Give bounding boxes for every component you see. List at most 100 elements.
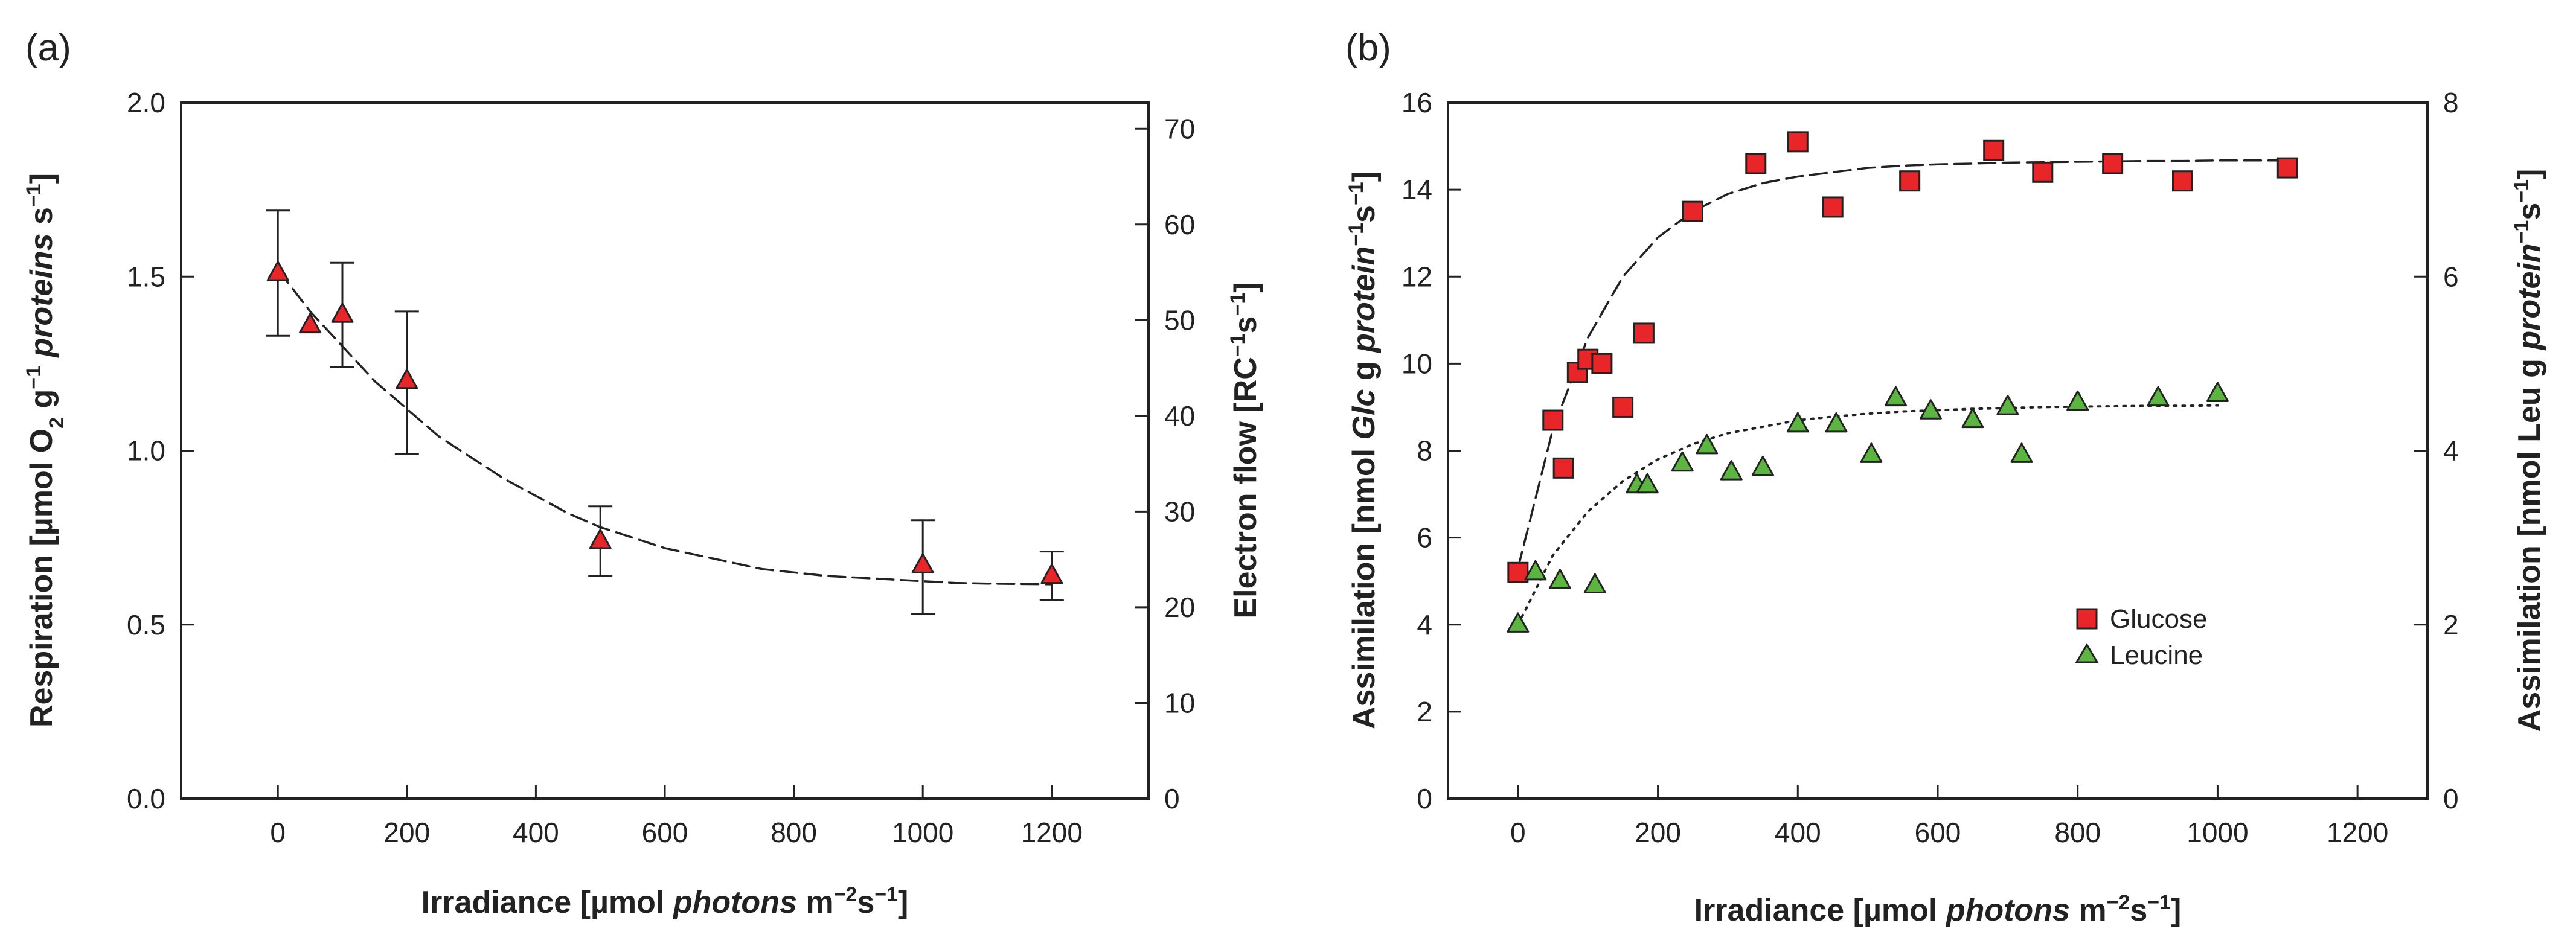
glucose-point	[1682, 200, 1703, 222]
x-tick-label: 0	[1510, 817, 1526, 848]
y-tick-label: 12	[1402, 261, 1432, 292]
y2-tick-label: 2	[2443, 609, 2459, 641]
glucose-point	[1542, 409, 1564, 431]
leucine-point	[2010, 442, 2033, 463]
panel-b: (b) 0 200 400 600 800 1000 1200 0 2 4 6 8 10 12 14 16 0 2…	[1345, 27, 2547, 928]
leucine-point	[1696, 433, 1719, 455]
x-tick-label: 800	[771, 817, 817, 848]
y-tick-label: 0.0	[127, 783, 165, 814]
glucose-fit-line	[1517, 159, 2289, 569]
y2-tick-label: 40	[1164, 400, 1195, 432]
panel-b-y-axis-label: Assimilation [nmol Glc g protein−1s−1]	[1345, 171, 1382, 729]
respiration-point	[589, 528, 612, 549]
y2-tick-label: 0	[2443, 783, 2459, 814]
leucine-point	[1825, 412, 1848, 433]
leucine-point	[1671, 451, 1694, 472]
respiration-point	[266, 261, 289, 281]
glucose-point	[1983, 139, 2005, 161]
panel-b-ticks: 0 200 400 600 800 1000 1200 0 2 4 6 8 10 12 14 16 0 2 4 6 8	[1402, 87, 2459, 848]
y-tick-label: 16	[1402, 87, 1432, 118]
panel-a: (a) 0 200 400 600 800 1000 12000.00.51.01.52.0…	[22, 27, 1263, 920]
leucine-point	[1720, 460, 1743, 481]
legend-glucose-label: Glucose	[2110, 604, 2207, 634]
panel-a-data-points	[266, 209, 1064, 615]
panel-b-fit-curves	[1516, 159, 2289, 626]
respiration-fit-line	[277, 268, 1053, 586]
panel-a-fit-curve	[277, 268, 1053, 586]
leucine-fit-line	[1516, 404, 2219, 626]
leucine-point	[1996, 394, 2019, 415]
glucose-point	[1745, 153, 1767, 174]
leucine-point	[1919, 399, 1942, 420]
respiration-point	[1040, 563, 1063, 584]
panel-a-plot-frame	[180, 101, 1150, 800]
x-tick-label: 400	[513, 817, 559, 848]
x-tick-label: 600	[1915, 817, 1961, 848]
respiration-point	[396, 368, 418, 389]
panel-a-y2-axis-label: Electron flow [RC−1s−1]	[1226, 282, 1263, 618]
legend-leucine-marker	[2075, 643, 2099, 663]
glucose-point	[1591, 353, 1613, 374]
leucine-point	[1860, 442, 1883, 463]
panel-b-label: (b)	[1345, 27, 1391, 69]
x-tick-label: 1000	[892, 817, 953, 848]
y-tick-label: 6	[1417, 522, 1432, 554]
y-tick-label: 4	[1417, 609, 1432, 641]
y-tick-label: 1.5	[127, 261, 165, 292]
x-tick-label: 1200	[2327, 817, 2388, 848]
x-tick-label: 200	[1635, 817, 1681, 848]
panel-a-y-axis-label: Respiration [µmol O2 g−1 proteins s−1]	[22, 173, 68, 727]
y-tick-label: 1.0	[127, 435, 165, 467]
glucose-point	[1787, 131, 1809, 153]
glucose-point	[1612, 396, 1634, 418]
leucine-point	[1786, 412, 1809, 433]
leucine-point	[2147, 386, 2170, 407]
respiration-point	[331, 302, 354, 323]
panel-b-legend: Glucose Leucine	[2075, 604, 2207, 670]
y2-tick-label: 4	[2443, 435, 2459, 467]
x-tick-label: 200	[383, 817, 430, 848]
leucine-point	[2206, 382, 2229, 402]
legend-glucose-marker	[2076, 608, 2098, 630]
leucine-point	[1548, 569, 1571, 589]
leucine-point	[1524, 560, 1547, 581]
y-tick-label: 2	[1417, 696, 1432, 727]
glucose-point	[2102, 153, 2124, 174]
y2-tick-label: 0	[1164, 783, 1180, 814]
y2-tick-label: 6	[2443, 261, 2459, 292]
glucose-point	[1552, 457, 1574, 479]
y-tick-label: 8	[1417, 435, 1432, 467]
respiration-point	[299, 313, 322, 334]
leucine-point	[1961, 407, 1984, 429]
respiration-point	[911, 553, 934, 573]
glucose-point	[2276, 157, 2298, 179]
y2-tick-label: 20	[1164, 592, 1195, 623]
glucose-point	[1822, 196, 1844, 218]
glucose-point	[1633, 322, 1655, 344]
y-tick-label: 10	[1402, 348, 1432, 379]
panel-a-x-axis-label: Irradiance [µmol photons m−2s−1]	[421, 883, 909, 920]
x-tick-label: 800	[2054, 817, 2101, 848]
panel-a-label: (a)	[25, 27, 71, 69]
y-tick-label: 14	[1402, 174, 1432, 205]
x-tick-label: 400	[1775, 817, 1821, 848]
glucose-point	[1899, 170, 1921, 192]
y-tick-label: 2.0	[127, 87, 165, 118]
panel-a-ticks: 0 200 400 600 800 1000 1200 0.0 0.5 1.0 1.5 2.0 0 10 2…	[127, 87, 1195, 848]
leucine-point	[1636, 473, 1659, 494]
y2-tick-label: 60	[1164, 209, 1195, 240]
x-tick-label: 0	[270, 817, 286, 848]
glucose-point	[1507, 561, 1529, 583]
x-tick-label: 1000	[2187, 817, 2248, 848]
x-tick-label: 600	[642, 817, 688, 848]
leucine-point	[1884, 386, 1907, 407]
y2-tick-label: 30	[1164, 496, 1195, 527]
y2-tick-label: 8	[2443, 87, 2459, 118]
panel-b-x-axis-label: Irradiance [µmol photons m−2s−1]	[1694, 891, 2182, 928]
glucose-point	[2172, 170, 2193, 192]
panel-b-y2-axis-label: Assimilation [nmol Leu g protein−1s−1]	[2510, 169, 2547, 732]
leucine-point	[1751, 455, 1774, 476]
x-tick-label: 1200	[1021, 817, 1083, 848]
leucine-point	[1507, 612, 1530, 633]
